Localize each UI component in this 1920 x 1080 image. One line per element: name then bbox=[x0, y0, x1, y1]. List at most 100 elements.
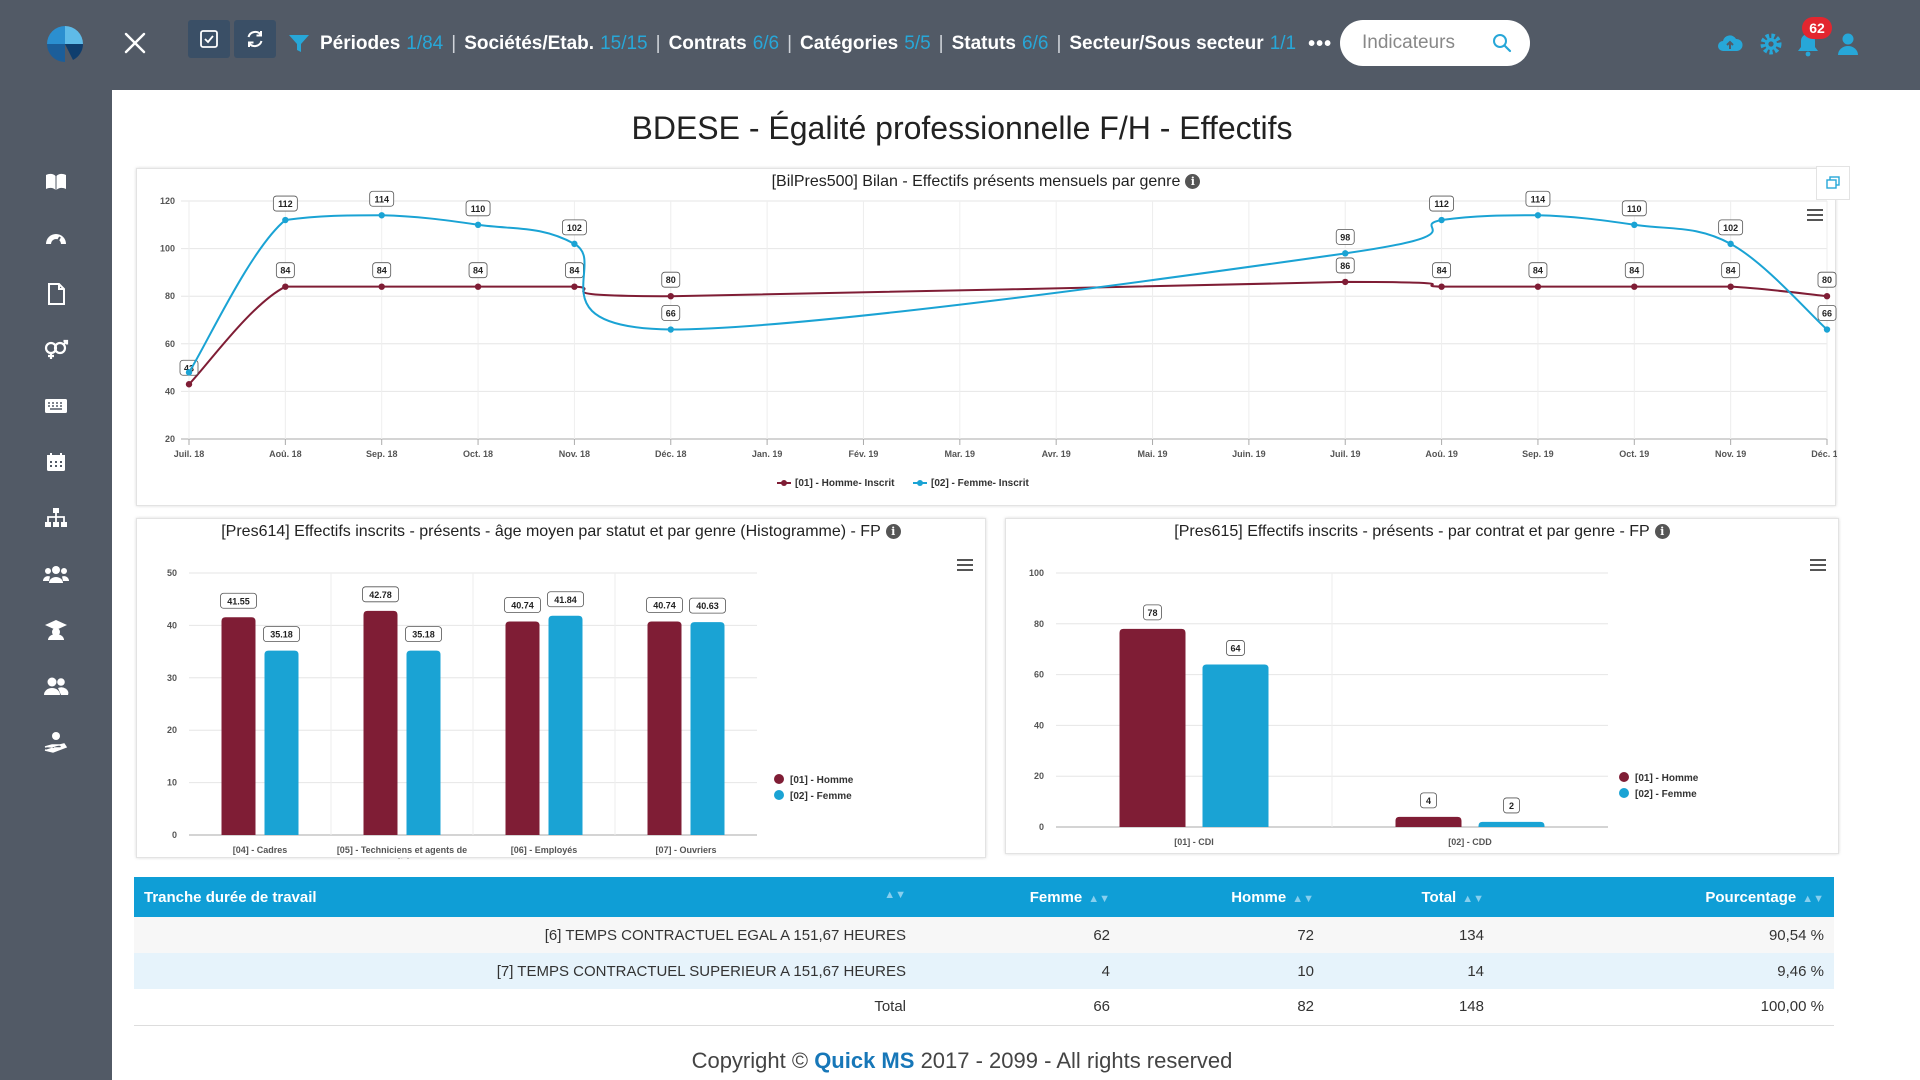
filter-icon[interactable] bbox=[288, 34, 310, 54]
info-icon[interactable]: i bbox=[1654, 524, 1670, 539]
sidebar-item-egalite[interactable] bbox=[40, 334, 72, 366]
sidebar bbox=[0, 90, 112, 1080]
column-header-pourcentage[interactable]: Pourcentage ▲▼ bbox=[1494, 877, 1834, 917]
column-header-tranche[interactable]: Tranche durée de travail ▲▼ bbox=[134, 877, 916, 917]
y-tick-label: 0 bbox=[172, 830, 177, 840]
data-point bbox=[1727, 283, 1734, 290]
filter-label: Catégories bbox=[800, 33, 899, 54]
data-label: 42.78 bbox=[369, 590, 392, 600]
filter-secteur[interactable]: Secteur/Sous secteur 1/1 bbox=[1069, 33, 1296, 55]
table-row: [6] TEMPS CONTRACTUEL EGAL A 151,67 HEUR… bbox=[134, 917, 1834, 953]
filter-count: 6/6 bbox=[752, 33, 780, 54]
x-tick-label: Jan. 19 bbox=[752, 449, 783, 459]
data-label: 110 bbox=[1627, 204, 1642, 214]
table-cell: 72 bbox=[1297, 926, 1314, 944]
legend-marker bbox=[1619, 788, 1629, 798]
filter-contrats[interactable]: Contrats 6/6 bbox=[669, 33, 780, 55]
data-label-box bbox=[1420, 792, 1437, 809]
refresh-icon bbox=[247, 31, 263, 47]
more-filters-button[interactable]: ••• bbox=[1308, 32, 1333, 55]
filter-count: 1/84 bbox=[406, 33, 444, 54]
column-header-label: Femme bbox=[1029, 888, 1083, 906]
cloud-upload-icon[interactable] bbox=[1716, 30, 1744, 58]
data-label: 64 bbox=[1230, 643, 1240, 653]
expand-icon[interactable] bbox=[1816, 166, 1850, 200]
info-icon[interactable]: i bbox=[885, 524, 901, 539]
chart-menu-icon[interactable] bbox=[1810, 559, 1826, 571]
check-button[interactable] bbox=[188, 20, 230, 58]
gear-icon[interactable] bbox=[1757, 30, 1785, 58]
user-icon[interactable] bbox=[1834, 30, 1862, 58]
filter-statuts[interactable]: Statuts 6/6 bbox=[952, 33, 1049, 55]
sidebar-item-saisie[interactable] bbox=[40, 390, 72, 422]
data-label-box bbox=[1429, 195, 1454, 212]
data-label: 114 bbox=[1531, 194, 1546, 204]
legend-marker bbox=[774, 774, 784, 784]
y-tick-label: 60 bbox=[1034, 670, 1044, 680]
sidebar-item-book[interactable] bbox=[40, 166, 72, 198]
data-label-box bbox=[1624, 262, 1644, 279]
sidebar-item-users[interactable] bbox=[40, 558, 72, 590]
filter-separator: | bbox=[787, 33, 793, 54]
sidebar-item-calendar[interactable] bbox=[40, 446, 72, 478]
data-label-box bbox=[465, 200, 491, 217]
refresh-button[interactable] bbox=[234, 20, 276, 58]
bar-chart-age: 0 10 20 30 40 50 41.55 35.18 [04] - Cadres 42.78 3… bbox=[167, 568, 854, 859]
sort-icon[interactable]: ▲▼ bbox=[1088, 892, 1110, 905]
data-label-box bbox=[1503, 797, 1520, 814]
data-label-box bbox=[1528, 262, 1548, 279]
keyboard-icon bbox=[45, 399, 67, 413]
data-label-box bbox=[275, 262, 295, 279]
brand-link[interactable]: Quick MS bbox=[814, 1048, 915, 1073]
filter-periodes[interactable]: Périodes 1/84 bbox=[320, 33, 443, 55]
data-label: 80 bbox=[1822, 275, 1832, 285]
sidebar-item-formation[interactable] bbox=[40, 614, 72, 646]
table-cell: 82 bbox=[1297, 998, 1314, 1016]
sort-icon[interactable]: ▲▼ bbox=[1292, 892, 1314, 905]
quickms-logo-icon[interactable] bbox=[45, 24, 85, 64]
search-input[interactable] bbox=[1362, 32, 1482, 54]
sidebar-item-organisation[interactable] bbox=[40, 502, 72, 534]
sort-icon[interactable]: ▲▼ bbox=[1802, 892, 1824, 905]
sidebar-item-documents[interactable] bbox=[40, 278, 72, 310]
bar bbox=[1202, 664, 1269, 827]
data-label: 41.55 bbox=[227, 596, 250, 606]
data-point bbox=[1631, 283, 1638, 290]
data-point bbox=[1438, 283, 1445, 290]
document-icon bbox=[48, 283, 65, 305]
bar bbox=[690, 622, 725, 835]
data-label-box bbox=[689, 597, 726, 614]
filter-separator: | bbox=[451, 33, 457, 54]
x-tick-label: Aoû. 18 bbox=[269, 449, 302, 459]
info-icon[interactable]: i bbox=[1185, 174, 1201, 189]
y-tick-label: 100 bbox=[1029, 568, 1044, 578]
series-line bbox=[188, 280, 1828, 385]
filter-bar: Périodes 1/84 | Sociétés/Etab. 15/15 | Con… bbox=[320, 30, 1332, 58]
column-header-homme[interactable]: Homme ▲▼ bbox=[1120, 877, 1324, 917]
data-label-box bbox=[1432, 262, 1451, 279]
table-cell: 90,54 % bbox=[1768, 926, 1824, 944]
sidebar-item-accompagnement[interactable] bbox=[40, 726, 72, 758]
sidebar-item-team[interactable] bbox=[40, 670, 72, 702]
sort-icon[interactable]: ▲▼ bbox=[1462, 892, 1484, 905]
table-row-total: Total 66 82 148 100,00 % bbox=[134, 989, 1834, 1025]
x-tick-label: Déc. 19 bbox=[1811, 449, 1837, 459]
filter-label: Secteur/Sous secteur bbox=[1069, 33, 1264, 54]
search-icon[interactable] bbox=[1492, 33, 1512, 53]
filter-categories[interactable]: Catégories 5/5 bbox=[800, 33, 931, 55]
data-label: 84 bbox=[1437, 266, 1447, 276]
y-tick-label: 0 bbox=[1039, 822, 1044, 832]
data-label: 102 bbox=[567, 223, 582, 233]
top-bar: Périodes 1/84 | Sociétés/Etab. 15/15 | Con… bbox=[0, 0, 1920, 90]
chart-menu-icon[interactable] bbox=[1807, 209, 1823, 221]
close-icon[interactable] bbox=[122, 30, 148, 56]
chart-menu-icon[interactable] bbox=[957, 559, 973, 571]
sort-icon[interactable]: ▲▼ bbox=[884, 888, 906, 901]
filter-societes[interactable]: Sociétés/Etab. 15/15 bbox=[464, 33, 647, 55]
sidebar-item-dashboard[interactable] bbox=[40, 222, 72, 254]
column-header-total[interactable]: Total ▲▼ bbox=[1324, 877, 1494, 917]
table-row: [7] TEMPS CONTRACTUEL SUPERIEUR A 151,67… bbox=[134, 953, 1834, 989]
column-header-femme[interactable]: Femme ▲▼ bbox=[916, 877, 1120, 917]
column-header-label: Tranche durée de travail bbox=[144, 888, 317, 906]
data-label-box bbox=[661, 305, 681, 321]
